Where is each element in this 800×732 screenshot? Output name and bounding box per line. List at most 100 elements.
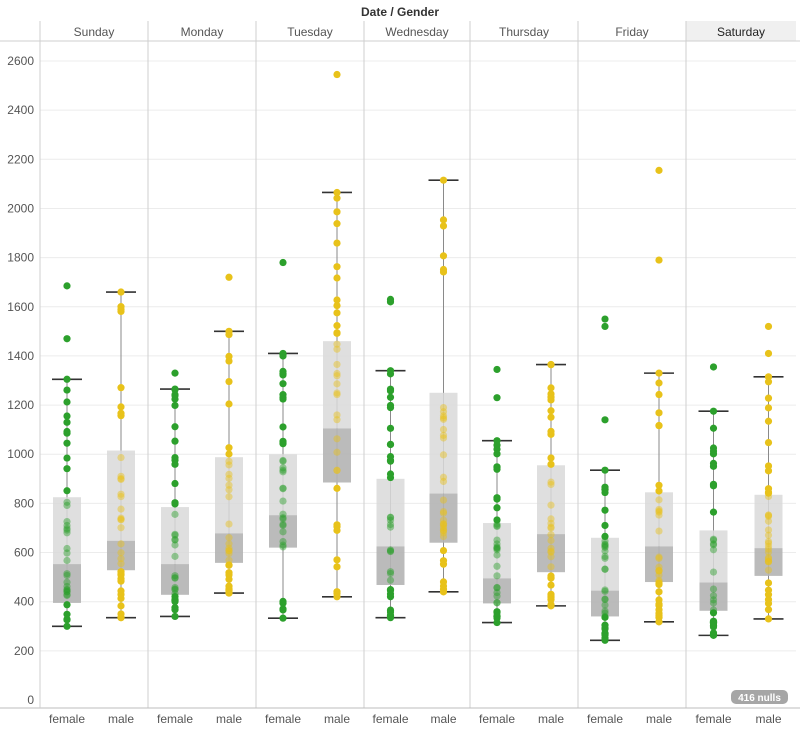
outlier-point [225, 273, 233, 281]
data-point [709, 606, 718, 614]
box-saturday-female[interactable] [698, 410, 729, 637]
outlier-point [764, 322, 773, 331]
data-point [117, 524, 125, 532]
box-lower [161, 564, 189, 595]
data-point [547, 407, 555, 415]
data-point [333, 588, 341, 596]
box-wednesday-male[interactable] [428, 179, 459, 593]
box-upper [323, 341, 351, 429]
data-point [439, 546, 448, 555]
data-point [386, 457, 395, 465]
box-upper [591, 537, 619, 591]
nulls-badge[interactable]: 416 nulls [731, 690, 788, 704]
data-point [333, 563, 341, 571]
outlier-point [333, 70, 341, 79]
data-point [493, 562, 501, 570]
data-point [764, 511, 773, 519]
data-point [709, 482, 718, 490]
data-point [63, 549, 71, 557]
x-category-label: female [372, 712, 408, 726]
data-point [439, 408, 448, 416]
data-point [279, 457, 287, 465]
data-point [225, 474, 233, 482]
data-point [764, 548, 773, 556]
box-sunday-female[interactable] [52, 378, 82, 628]
data-point [333, 360, 341, 369]
data-point [439, 516, 448, 524]
data-point [547, 524, 555, 532]
data-point [439, 434, 448, 442]
x-category-label: female [587, 712, 623, 726]
data-point [655, 511, 663, 519]
data-point [225, 461, 233, 469]
data-point [225, 556, 233, 564]
data-point [171, 572, 179, 580]
data-point [547, 523, 555, 531]
box-lower [537, 534, 565, 573]
data-point [655, 481, 663, 489]
data-point [493, 450, 501, 458]
data-point [333, 416, 341, 424]
data-point [117, 568, 125, 576]
data-point [439, 176, 448, 184]
data-point [655, 563, 663, 571]
data-point [225, 561, 233, 569]
box-tuesday-female[interactable] [268, 352, 298, 619]
data-point [63, 524, 71, 533]
data-point [63, 610, 71, 618]
data-point [493, 536, 501, 544]
data-point [333, 188, 341, 197]
data-point [386, 520, 395, 529]
data-point [117, 490, 125, 498]
data-point [547, 480, 555, 489]
box-friday-female[interactable] [590, 469, 620, 642]
data-point [63, 439, 71, 447]
data-point [709, 546, 718, 554]
data-point [279, 395, 287, 403]
box-thursday-female[interactable] [482, 439, 512, 624]
data-point [655, 507, 663, 515]
data-point [493, 599, 501, 607]
data-point [655, 505, 663, 514]
box-saturday-male[interactable] [753, 376, 784, 620]
data-point [764, 539, 773, 547]
data-point [439, 522, 448, 530]
x-category-label: male [108, 712, 134, 726]
data-point [655, 611, 663, 619]
box-upper [537, 465, 565, 535]
data-point [601, 624, 609, 632]
box-monday-female[interactable] [160, 388, 190, 618]
x-category-label: female [157, 712, 193, 726]
data-point [63, 386, 71, 394]
data-point [601, 532, 609, 541]
data-point [333, 194, 341, 202]
y-tick-label: 800 [14, 496, 34, 510]
box-monday-male[interactable] [214, 330, 244, 594]
x-category-label: female [479, 712, 515, 726]
data-point [279, 537, 287, 546]
data-point [655, 379, 663, 387]
nulls-badge-bg [731, 690, 788, 704]
box-lower [645, 546, 673, 583]
box-friday-male[interactable] [644, 372, 674, 623]
data-point [333, 220, 341, 228]
data-point [764, 579, 773, 587]
chart-title: Date / Gender [361, 5, 439, 19]
data-point [493, 592, 501, 600]
box-sunday-male[interactable] [106, 291, 136, 619]
data-point [279, 599, 287, 607]
box-upper [699, 530, 728, 583]
data-point [333, 380, 341, 388]
data-point [333, 263, 341, 271]
data-point [333, 411, 341, 419]
data-point [386, 613, 395, 621]
data-point [493, 599, 501, 607]
data-point [655, 422, 663, 430]
box-wednesday-female[interactable] [375, 369, 406, 619]
data-point [117, 493, 125, 501]
data-point [601, 595, 609, 604]
x-category-label: female [265, 712, 301, 726]
data-point [333, 448, 341, 456]
box-upper [161, 507, 189, 565]
data-point [333, 296, 341, 304]
